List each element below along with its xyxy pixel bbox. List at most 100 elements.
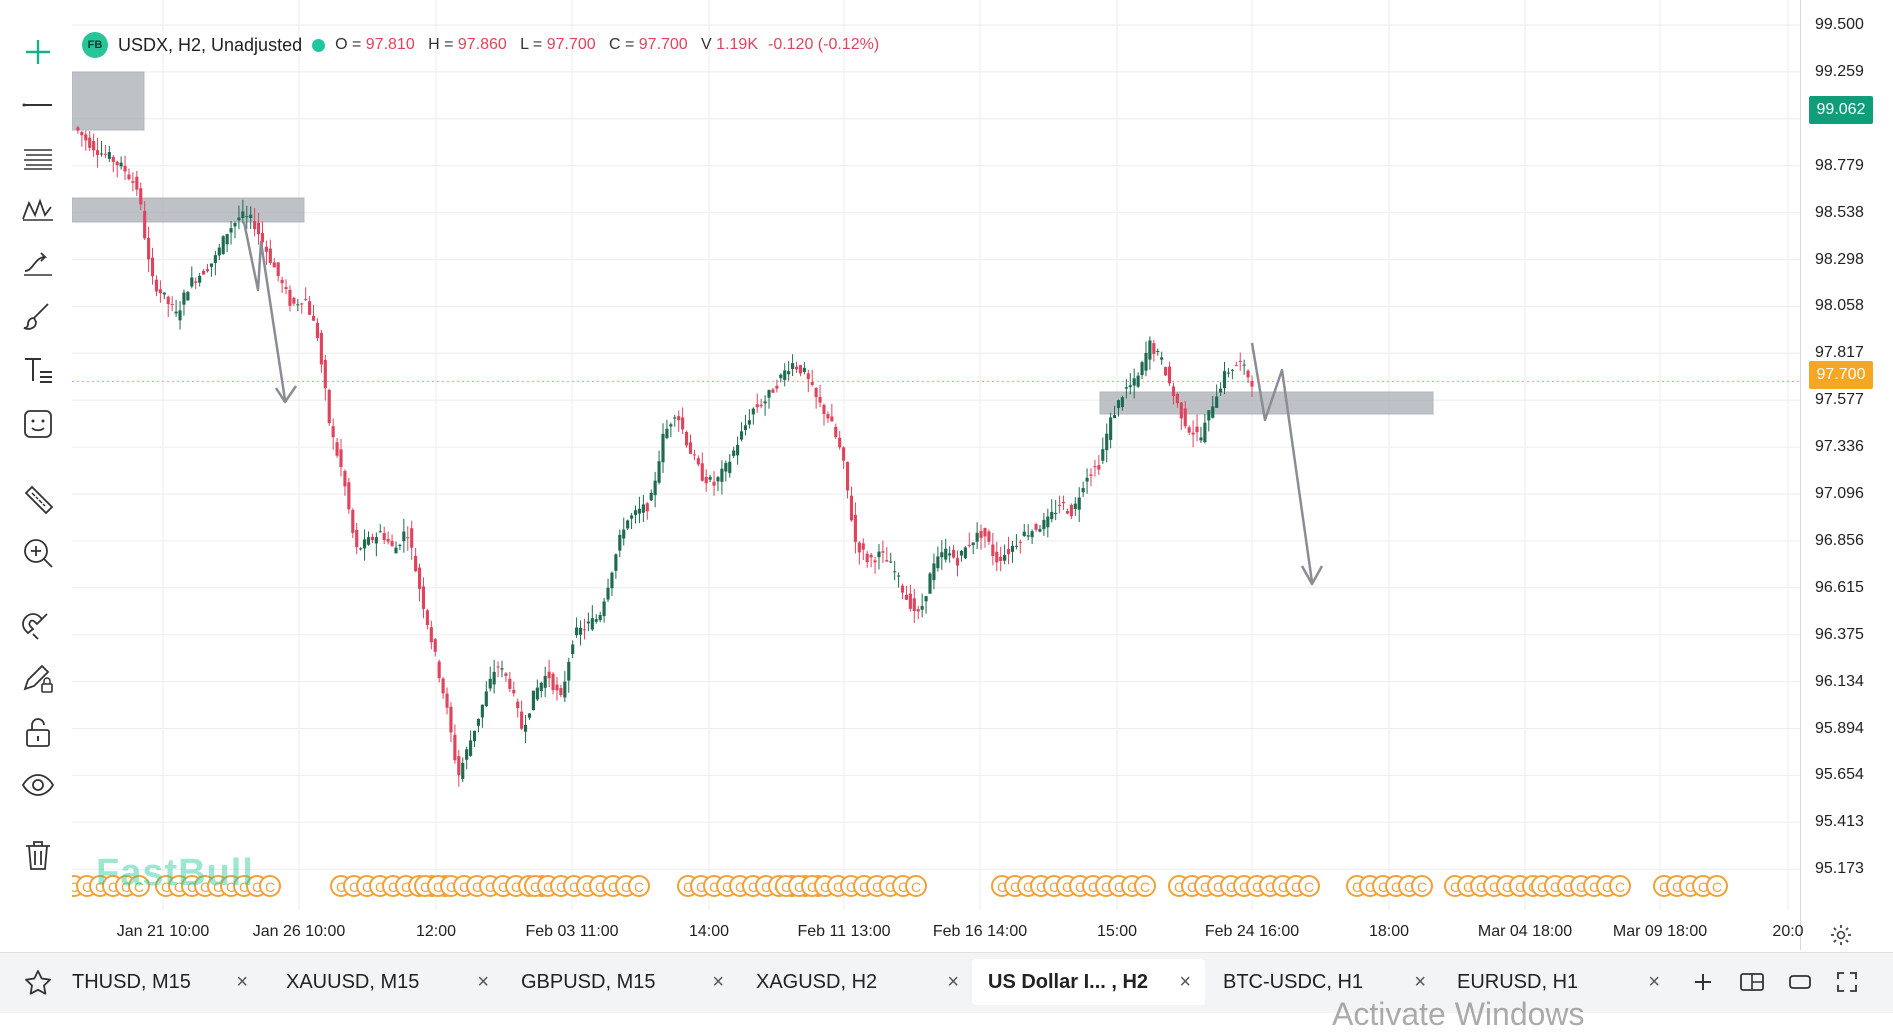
low-value: 97.700 [546, 36, 596, 53]
tab-label: EURUSD, H1 [1457, 970, 1579, 993]
text-tool[interactable] [16, 350, 60, 390]
tab-close-button[interactable]: × [1648, 970, 1660, 993]
tab-close-button[interactable]: × [236, 970, 248, 993]
fullscreen-button[interactable] [1830, 965, 1864, 999]
tab-close-button[interactable]: × [712, 970, 724, 993]
chart-tab[interactable]: XAUUSD, M15 × [270, 959, 503, 1005]
candle-body [472, 730, 477, 742]
candle-body [794, 366, 799, 370]
emoji-tool[interactable] [16, 404, 60, 444]
candle-body [535, 687, 539, 700]
chart-tab[interactable]: GBPUSD, M15 × [505, 959, 738, 1005]
chart-tab[interactable]: EURUSD, H1 × [1441, 959, 1674, 1005]
window-button[interactable] [1783, 965, 1817, 999]
candle-body [1175, 393, 1179, 404]
candle-body [845, 461, 850, 491]
candle-body [115, 161, 119, 166]
ruler-tool[interactable] [16, 479, 60, 519]
chart-tab[interactable]: XAGUSD, H2 × [740, 959, 973, 1005]
candle-body [1124, 387, 1128, 389]
candle-body [488, 678, 492, 689]
brush-tool[interactable] [16, 296, 60, 336]
candle-body [335, 442, 339, 456]
tab-label: XAGUSD, H2 [756, 970, 878, 993]
chart-tab[interactable]: THUSD, M15 × [72, 959, 262, 1005]
candle-body [598, 614, 602, 621]
trend-arrow-tool[interactable] [16, 243, 60, 283]
event-marker-label: C [1062, 879, 1072, 895]
favorites-button[interactable] [18, 963, 58, 1003]
candle-body [374, 537, 378, 544]
fastbull-logo-icon: FB [82, 32, 108, 58]
add-tab-button[interactable] [1686, 965, 1720, 999]
unlock-icon [26, 718, 50, 747]
high-value: 97.860 [457, 36, 507, 53]
candle-body [955, 558, 960, 566]
candle-body [779, 374, 783, 379]
candle-body [1054, 513, 1058, 515]
event-marker-label: C [1174, 879, 1184, 895]
time-label: Jan 21 10:00 [116, 923, 210, 940]
fib-lines-tool[interactable] [16, 138, 60, 178]
price-label: 95.894 [1815, 719, 1864, 737]
event-marker-label: C [187, 879, 197, 895]
chart-tab[interactable]: US Dollar I... , H2 × [972, 959, 1205, 1005]
star-icon [25, 970, 51, 995]
candle-body [940, 552, 944, 558]
visibility-tool[interactable] [16, 765, 60, 805]
delete-drawings-tool[interactable] [16, 835, 60, 875]
event-marker-label: C [1489, 879, 1499, 895]
event-marker-label: C [1450, 879, 1460, 895]
candle-body [198, 275, 202, 283]
magnet-tool[interactable] [16, 605, 60, 645]
candle-body [543, 676, 547, 688]
candle-body [500, 668, 504, 670]
event-marker-label: C [108, 879, 118, 895]
lock-drawing-tool[interactable] [16, 658, 60, 698]
pattern-tool[interactable] [16, 190, 60, 230]
candle-body [959, 550, 963, 556]
candle-body [382, 533, 386, 541]
zoom-in-tool[interactable] [16, 533, 60, 573]
tab-close-button[interactable]: × [1179, 970, 1191, 993]
candle-body [1073, 503, 1077, 510]
event-marker-label: C [252, 879, 262, 895]
candle-body [861, 543, 865, 550]
candle-body [417, 567, 422, 589]
tab-close-button[interactable]: × [1414, 970, 1426, 993]
brush-icon [23, 303, 49, 330]
event-marker-label: C [1685, 879, 1695, 895]
candle-body [480, 704, 484, 718]
candle-body [877, 551, 881, 558]
candle-body [963, 547, 967, 559]
candle-body [453, 734, 457, 761]
layout-split-button[interactable] [1735, 965, 1769, 999]
candle-body [633, 510, 638, 515]
candle-body [1250, 381, 1254, 387]
candle-body [288, 289, 292, 306]
event-marker-label: C [735, 879, 745, 895]
candle-body [92, 141, 96, 151]
time-axis[interactable]: Jan 21 10:00 Jan 26 10:00 12:00 Feb 03 11:0… [72, 910, 1804, 952]
fib-lines-icon [24, 149, 52, 170]
tab-close-button[interactable]: × [947, 970, 959, 993]
candle-body [1046, 516, 1050, 528]
event-marker-label: C [401, 879, 411, 895]
candle-body [881, 551, 885, 553]
horizontal-line-tool[interactable] [16, 85, 60, 125]
event-marker-label: C [1563, 879, 1573, 895]
candle-body [95, 150, 100, 156]
volume-value: 1.19K [716, 36, 758, 53]
tab-close-button[interactable]: × [477, 970, 489, 993]
price-axis[interactable]: 99.500 99.259 98.779 98.538 98.298 98.058 97.8… [1800, 0, 1893, 950]
chart-tab[interactable]: BTC-USDC, H1 × [1207, 959, 1440, 1005]
crosshair-tool[interactable] [16, 32, 60, 72]
chart-settings-button[interactable] [1826, 920, 1856, 950]
candle-body [885, 560, 889, 562]
event-marker-label: C [781, 879, 791, 895]
symbol-title[interactable]: USDX, H2, Unadjusted [118, 34, 303, 55]
unlock-tool[interactable] [16, 712, 60, 752]
event-marker-label: C [872, 879, 882, 895]
